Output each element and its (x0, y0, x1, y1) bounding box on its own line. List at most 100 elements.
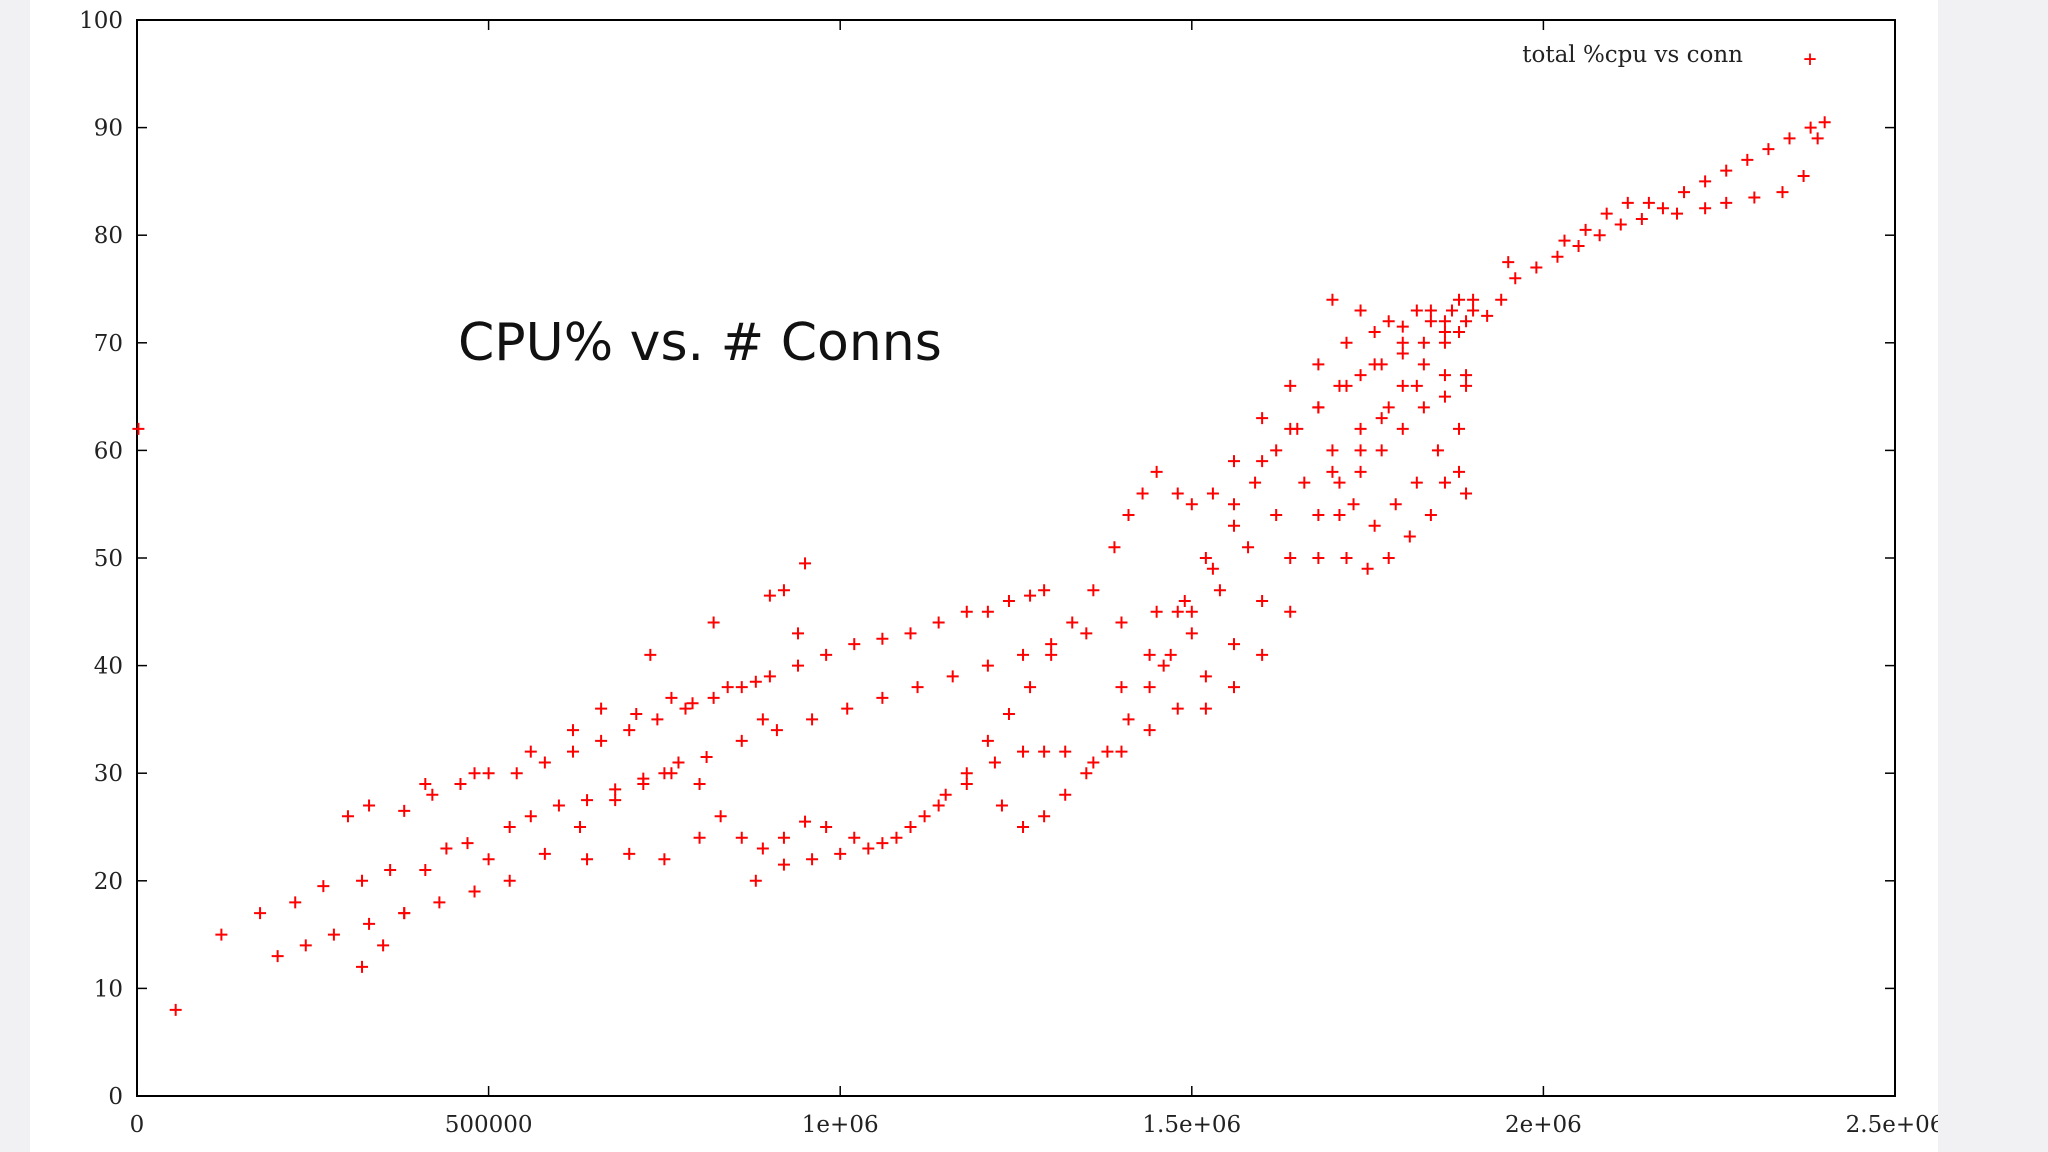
data-point (426, 788, 439, 801)
data-point (327, 928, 340, 941)
data-point (1375, 444, 1388, 457)
data-point (1797, 170, 1810, 183)
data-point (1340, 336, 1353, 349)
data-point (1818, 116, 1831, 129)
chart-title: CPU% vs. # Conns (458, 313, 942, 373)
data-point (356, 960, 369, 973)
data-point (777, 584, 790, 597)
data-point (763, 589, 776, 602)
data-point (566, 745, 579, 758)
data-point (1312, 401, 1325, 414)
data-point (1017, 648, 1030, 661)
data-point (1776, 186, 1789, 199)
data-point (749, 874, 762, 887)
data-point (1593, 229, 1606, 242)
data-point (1312, 508, 1325, 521)
data-point (1354, 304, 1367, 317)
data-point (1467, 304, 1480, 317)
data-point (1122, 713, 1135, 726)
data-point (848, 831, 861, 844)
y-tick-label: 40 (94, 654, 123, 680)
data-point (461, 837, 474, 850)
data-point (1333, 508, 1346, 521)
data-point (341, 810, 354, 823)
data-point (735, 734, 748, 747)
data-point (1101, 745, 1114, 758)
data-point (132, 422, 145, 435)
data-point (363, 917, 376, 930)
data-point (1354, 465, 1367, 478)
data-point (524, 745, 537, 758)
data-point (1368, 358, 1381, 371)
data-point (1256, 412, 1269, 425)
data-point (932, 616, 945, 629)
data-point (384, 864, 397, 877)
data-point (1460, 315, 1473, 328)
data-point (693, 777, 706, 790)
data-point (1150, 465, 1163, 478)
data-point (538, 756, 551, 769)
data-point (1284, 422, 1297, 435)
data-point (890, 831, 903, 844)
data-point (524, 810, 537, 823)
data-point (763, 670, 776, 683)
data-point (1150, 605, 1163, 618)
data-point (482, 767, 495, 780)
x-tick-label: 1e+06 (802, 1112, 879, 1138)
data-point (1312, 358, 1325, 371)
data-point (1389, 498, 1402, 511)
y-tick-label: 90 (94, 116, 123, 142)
data-point (1270, 508, 1283, 521)
data-point (1206, 562, 1219, 575)
data-point (317, 880, 330, 893)
data-point (1600, 207, 1613, 220)
data-point (356, 874, 369, 887)
data-point (1424, 315, 1437, 328)
y-tick-label: 0 (108, 1084, 123, 1110)
data-point (700, 751, 713, 764)
data-point (1438, 369, 1451, 382)
data-point (1199, 670, 1212, 683)
data-point (1741, 153, 1754, 166)
data-point (419, 777, 432, 790)
data-point (1185, 627, 1198, 640)
data-point (1199, 552, 1212, 564)
data-point (637, 772, 650, 785)
data-point (538, 847, 551, 860)
data-point (1748, 191, 1761, 204)
data-point (946, 670, 959, 683)
data-point (1185, 605, 1198, 618)
data-point (1579, 223, 1592, 236)
data-point (1326, 465, 1339, 478)
data-point (995, 799, 1008, 812)
data-point (1720, 196, 1733, 209)
data-point (1256, 455, 1269, 468)
data-point (756, 842, 769, 855)
data-point (1699, 175, 1712, 188)
data-point (1340, 379, 1353, 392)
data-point (1087, 584, 1100, 597)
data-point (651, 713, 664, 726)
data-point (1403, 530, 1416, 543)
data-point (1249, 476, 1262, 489)
data-point (1213, 584, 1226, 597)
data-point (749, 675, 762, 688)
data-point (792, 659, 805, 672)
data-point (552, 799, 565, 812)
data-point (988, 756, 1001, 769)
data-point (1642, 196, 1655, 209)
data-point (1227, 498, 1240, 511)
data-point (1656, 202, 1669, 215)
data-point (1199, 702, 1212, 715)
data-point (918, 810, 931, 823)
data-point (876, 837, 889, 850)
data-point (1445, 304, 1458, 317)
data-point (503, 874, 516, 887)
data-point (1178, 595, 1191, 608)
data-point (1614, 218, 1627, 231)
data-point (714, 810, 727, 823)
data-point (876, 632, 889, 645)
data-point (433, 896, 446, 909)
data-point (468, 767, 481, 780)
data-point (707, 691, 720, 704)
